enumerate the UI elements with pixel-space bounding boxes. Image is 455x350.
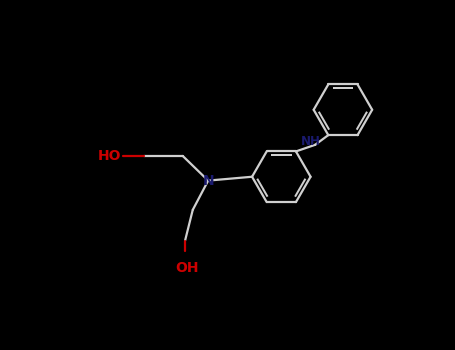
Text: N: N <box>202 174 214 188</box>
Text: NH: NH <box>301 135 320 148</box>
Text: HO: HO <box>98 149 121 163</box>
Text: OH: OH <box>175 261 198 275</box>
